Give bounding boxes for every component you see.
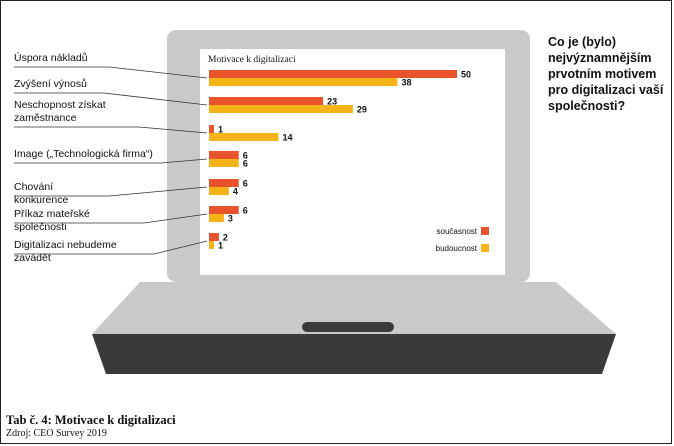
bar-future-3 [209,159,239,167]
chart-title: Motivace k digitalizaci [208,55,296,65]
category-label-4: Chování konkurence [14,181,69,206]
category-label-3: Image („Technologická firma“) [14,148,153,160]
data-label-future-6: 1 [218,241,223,251]
question-text: Co je (bylo) nejvýznamnějším prvotním mo… [548,35,664,113]
data-label-current-6: 2 [223,233,228,243]
leader-line-5 [14,213,208,224]
bar-current-2 [209,125,214,133]
data-label-future-4: 4 [233,187,238,197]
bar-future-2 [209,133,279,141]
bar-current-1 [209,97,324,105]
leader-lines [14,66,208,255]
legend-swatch-current [481,227,489,235]
laptop-bottom [92,334,616,374]
bar-future-1 [209,105,353,113]
caption-source: Zdroj: CEO Survey 2019 [6,428,107,439]
laptop-trackpad [302,322,394,332]
category-label-0: Úspora nákladů [14,52,88,64]
bar-current-5 [209,206,239,214]
bar-current-6 [209,233,219,241]
bar-current-0 [209,70,457,78]
caption-title: Tab č. 4: Motivace k digitalizaci [6,413,176,427]
data-label-future-1: 29 [357,105,367,115]
leader-line-4 [14,186,208,197]
legend-label-current: současnost [437,227,478,236]
data-label-future-0: 38 [401,78,411,88]
bar-current-4 [209,179,239,187]
category-label-2: Neschopnost získat zaměstnance [14,99,106,124]
data-label-future-3: 6 [243,159,248,169]
bar-future-6 [209,241,214,249]
leader-line-1 [14,92,208,106]
bar-current-3 [209,151,239,159]
data-label-current-5: 6 [243,206,248,216]
legend-swatch-future [481,244,489,252]
data-label-current-4: 6 [243,179,248,189]
data-label-current-1: 23 [327,97,337,107]
chart-legend: současnost budoucnost [436,227,489,253]
legend-label-future: budoucnost [436,244,478,253]
bar-future-5 [209,214,224,222]
bar-future-0 [209,78,398,86]
category-label-6: Digitalizaci nebudeme zavádět [14,239,117,264]
data-label-current-2: 1 [218,125,223,135]
bar-future-4 [209,187,229,195]
leader-line-2 [14,126,208,134]
data-label-current-0: 50 [461,70,471,80]
data-label-future-5: 3 [228,214,233,224]
leader-line-6 [14,240,208,255]
leader-line-0 [14,66,208,79]
category-label-5: Příkaz mateřské společnosti [14,208,90,233]
data-label-future-2: 14 [282,133,292,143]
laptop-base [92,282,616,334]
laptop-screen [200,49,505,275]
leader-line-3 [14,158,208,164]
category-label-1: Zvýšení výnosů [14,78,87,90]
data-label-current-3: 6 [243,151,248,161]
